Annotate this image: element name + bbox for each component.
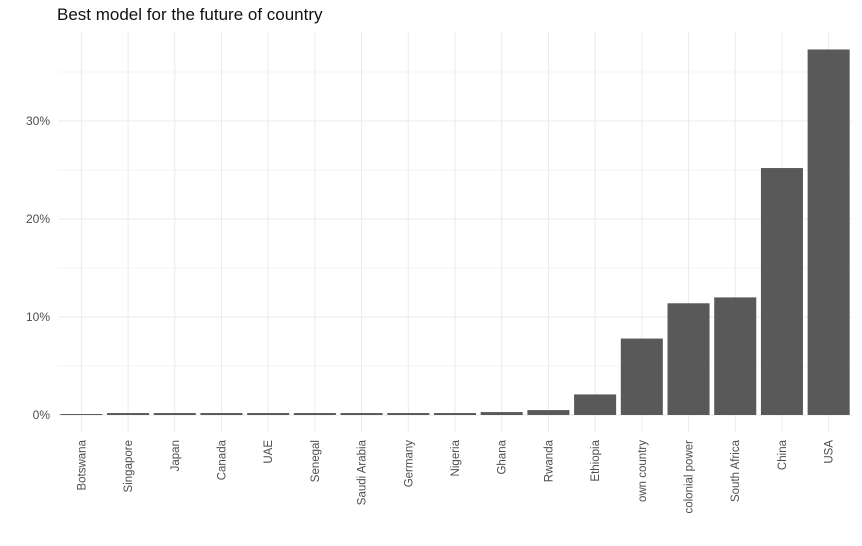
bar-layer	[60, 49, 850, 416]
x-tick-label: Germany	[403, 440, 415, 488]
x-tick-label: China	[777, 439, 789, 470]
bar	[60, 414, 103, 415]
bar	[247, 413, 290, 415]
x-tick-label: Ethiopia	[590, 439, 602, 481]
y-tick-label: 0%	[33, 408, 51, 422]
bar	[433, 413, 477, 415]
bar	[760, 168, 803, 415]
bar	[807, 49, 850, 416]
x-tick-label: Nigeria	[450, 439, 462, 476]
bar	[620, 338, 663, 415]
bar	[153, 413, 196, 415]
y-axis-ticks: 0% 10% 20% 30%	[26, 114, 50, 422]
y-tick-label: 10%	[26, 310, 50, 324]
bar	[107, 413, 150, 415]
bar	[714, 297, 757, 415]
x-axis-ticks: Botswana Singapore Japan Canada UAE Senegal Sa…	[76, 439, 835, 513]
x-tick-label: Japan	[170, 440, 182, 471]
x-tick-label: South Africa	[730, 439, 742, 502]
x-tick-label: UAE	[263, 440, 275, 464]
x-tick-label: Botswana	[76, 439, 88, 490]
x-tick-label: Saudi Arabia	[357, 439, 369, 505]
bar	[527, 410, 570, 415]
x-tick-label: Senegal	[310, 440, 322, 482]
y-tick-label: 20%	[26, 212, 50, 226]
bar	[340, 413, 383, 415]
bar	[387, 413, 430, 415]
x-tick-label: Singapore	[123, 440, 135, 492]
chart-title: Best model for the future of country	[57, 5, 323, 24]
bar	[293, 413, 336, 415]
bar	[667, 303, 710, 415]
x-tick-label: colonial power	[684, 440, 696, 514]
y-tick-label: 30%	[26, 114, 50, 128]
x-tick-label: USA	[824, 440, 836, 464]
bar	[200, 413, 243, 415]
x-tick-label: Ghana	[497, 439, 509, 474]
x-tick-label: Canada	[216, 439, 228, 480]
bar	[480, 412, 523, 415]
bar	[574, 394, 617, 415]
x-tick-label: Rwanda	[543, 439, 555, 482]
x-tick-label: own country	[637, 440, 649, 502]
